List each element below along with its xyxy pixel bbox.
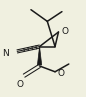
Text: O: O: [17, 80, 24, 89]
Text: O: O: [57, 69, 64, 78]
Text: O: O: [61, 27, 68, 36]
Text: N: N: [2, 49, 9, 58]
Polygon shape: [37, 47, 42, 65]
